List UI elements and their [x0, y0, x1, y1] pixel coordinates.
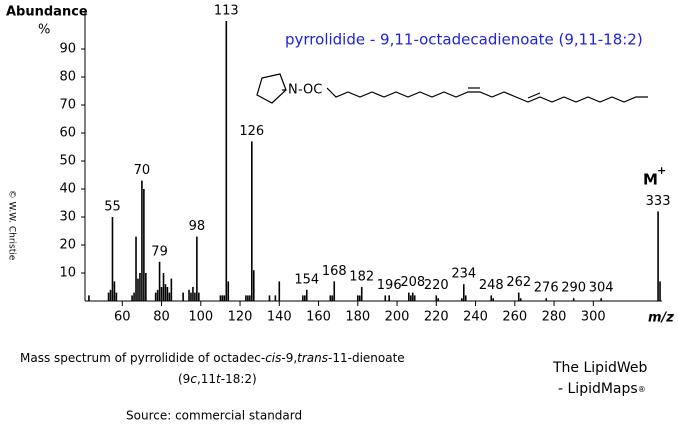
- molecular-ion: M: [643, 171, 658, 189]
- peak-label: 220: [424, 278, 449, 293]
- peak-label: 154: [294, 272, 319, 287]
- structure-link: -OC: [298, 83, 322, 98]
- peak-label: 126: [239, 124, 264, 139]
- x-tick-label: 240: [463, 310, 488, 325]
- peak-label: 276: [534, 281, 559, 296]
- x-tick-label: 60: [114, 310, 131, 325]
- brand: The LipidWeb: [552, 360, 647, 376]
- molecular-ion-charge: +: [657, 164, 666, 177]
- x-tick-label: 280: [542, 310, 567, 325]
- x-tick-label: 80: [153, 310, 170, 325]
- peak-label: 333: [646, 194, 671, 209]
- y-tick-label: 80: [59, 70, 76, 85]
- y-tick-label: 60: [59, 126, 76, 141]
- peak-label: 182: [349, 270, 374, 285]
- y-tick-label: 50: [59, 154, 76, 169]
- peak-label: 304: [589, 281, 614, 296]
- x-tick-label: 300: [581, 310, 606, 325]
- y-axis-label: Abundance: [6, 5, 88, 20]
- peak-label: 262: [506, 275, 531, 290]
- peak-label: 248: [479, 278, 504, 293]
- peak-label: 113: [214, 4, 239, 19]
- y-tick-label: 40: [59, 182, 76, 197]
- peak-label: 290: [561, 281, 586, 296]
- peak-label: 79: [151, 244, 168, 259]
- brand: - LipidMaps®: [558, 381, 646, 397]
- peak-label: 98: [189, 219, 206, 234]
- y-tick-label: 70: [59, 98, 76, 113]
- x-tick-label: 200: [385, 310, 410, 325]
- source: Source: commercial standard: [126, 409, 302, 423]
- y-tick-label: 30: [59, 210, 76, 225]
- y-tick-label: 90: [59, 42, 76, 57]
- peak-label: 196: [377, 278, 402, 293]
- peak-label: 70: [134, 163, 151, 178]
- y-tick-label: 10: [59, 266, 76, 281]
- structure: [256, 73, 648, 104]
- x-tick-label: 140: [267, 310, 292, 325]
- peak-label: 168: [322, 264, 347, 279]
- caption-line: (9c,11t-18:2): [178, 372, 257, 386]
- peak-label: 208: [400, 275, 425, 290]
- copyright: © W.W. Christie: [7, 190, 17, 261]
- chart-title: pyrrolidide - 9,11-octadecadienoate (9,1…: [285, 31, 643, 49]
- y-axis-unit: %: [38, 23, 50, 38]
- peak-label: 55: [104, 200, 121, 215]
- structure-atom: N: [288, 83, 298, 98]
- x-tick-label: 100: [188, 310, 213, 325]
- peak-label: 234: [451, 267, 476, 282]
- x-tick-label: 160: [306, 310, 331, 325]
- y-tick-label: 20: [59, 238, 76, 253]
- caption-line: Mass spectrum of pyrrolidide of octadec-…: [20, 351, 405, 365]
- x-tick-label: 180: [345, 310, 370, 325]
- x-tick-label: 220: [424, 310, 449, 325]
- x-tick-label: 260: [502, 310, 527, 325]
- x-tick-label: 120: [228, 310, 253, 325]
- x-axis-label: m/z: [648, 311, 674, 326]
